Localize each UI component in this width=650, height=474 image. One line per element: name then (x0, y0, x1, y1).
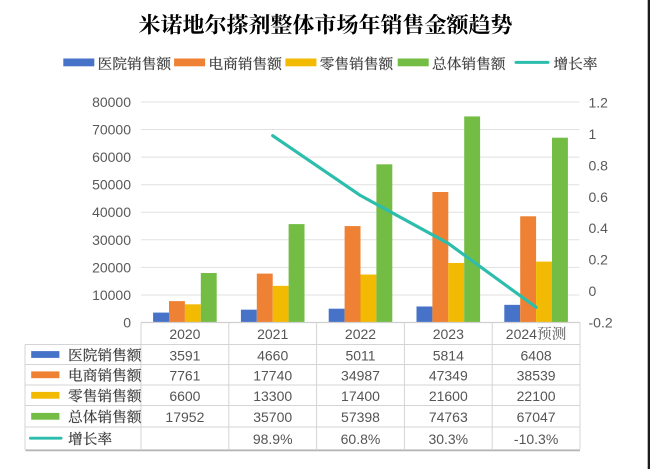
svg-text:7761: 7761 (169, 368, 200, 384)
svg-text:70000: 70000 (92, 122, 131, 138)
svg-text:6600: 6600 (169, 388, 200, 404)
svg-text:1.2: 1.2 (589, 95, 609, 111)
svg-text:67047: 67047 (517, 409, 556, 425)
svg-text:2021: 2021 (257, 326, 288, 342)
svg-text:0.4: 0.4 (589, 220, 609, 236)
svg-text:30.3%: 30.3% (428, 431, 468, 447)
svg-text:34987: 34987 (341, 368, 380, 384)
svg-text:40000: 40000 (92, 204, 131, 220)
svg-text:0.2: 0.2 (589, 252, 609, 268)
svg-text:50000: 50000 (92, 177, 131, 193)
svg-text:1: 1 (589, 126, 597, 142)
svg-text:0.8: 0.8 (589, 157, 609, 173)
svg-text:-10.3%: -10.3% (514, 431, 558, 447)
svg-text:6408: 6408 (521, 347, 552, 363)
svg-text:0.6: 0.6 (589, 189, 609, 205)
svg-text:35700: 35700 (253, 409, 292, 425)
svg-text:2022: 2022 (345, 326, 376, 342)
svg-text:4660: 4660 (257, 347, 288, 363)
svg-text:-0.2: -0.2 (589, 315, 613, 331)
svg-text:5011: 5011 (345, 347, 375, 363)
svg-text:2024: 2024 (506, 326, 537, 342)
svg-text:0: 0 (123, 315, 131, 331)
svg-text:60.8%: 60.8% (341, 431, 381, 447)
svg-text:21600: 21600 (429, 388, 468, 404)
svg-text:20000: 20000 (92, 259, 131, 275)
svg-text:10000: 10000 (92, 287, 131, 303)
svg-text:30000: 30000 (92, 232, 131, 248)
svg-text:17740: 17740 (253, 368, 292, 384)
svg-text:0: 0 (589, 283, 597, 299)
svg-text:38539: 38539 (517, 368, 556, 384)
svg-text:47349: 47349 (429, 368, 468, 384)
svg-text:3591: 3591 (169, 347, 200, 363)
svg-text:57398: 57398 (341, 409, 380, 425)
svg-text:2020: 2020 (169, 326, 200, 342)
svg-text:60000: 60000 (92, 149, 131, 165)
svg-text:74763: 74763 (429, 409, 468, 425)
svg-text:98.9%: 98.9% (253, 431, 293, 447)
svg-text:17400: 17400 (341, 388, 380, 404)
svg-text:13300: 13300 (253, 388, 292, 404)
svg-text:17952: 17952 (165, 409, 204, 425)
svg-text:5814: 5814 (433, 347, 464, 363)
svg-text:2023: 2023 (433, 326, 464, 342)
svg-text:80000: 80000 (92, 94, 131, 110)
svg-text:22100: 22100 (517, 388, 556, 404)
